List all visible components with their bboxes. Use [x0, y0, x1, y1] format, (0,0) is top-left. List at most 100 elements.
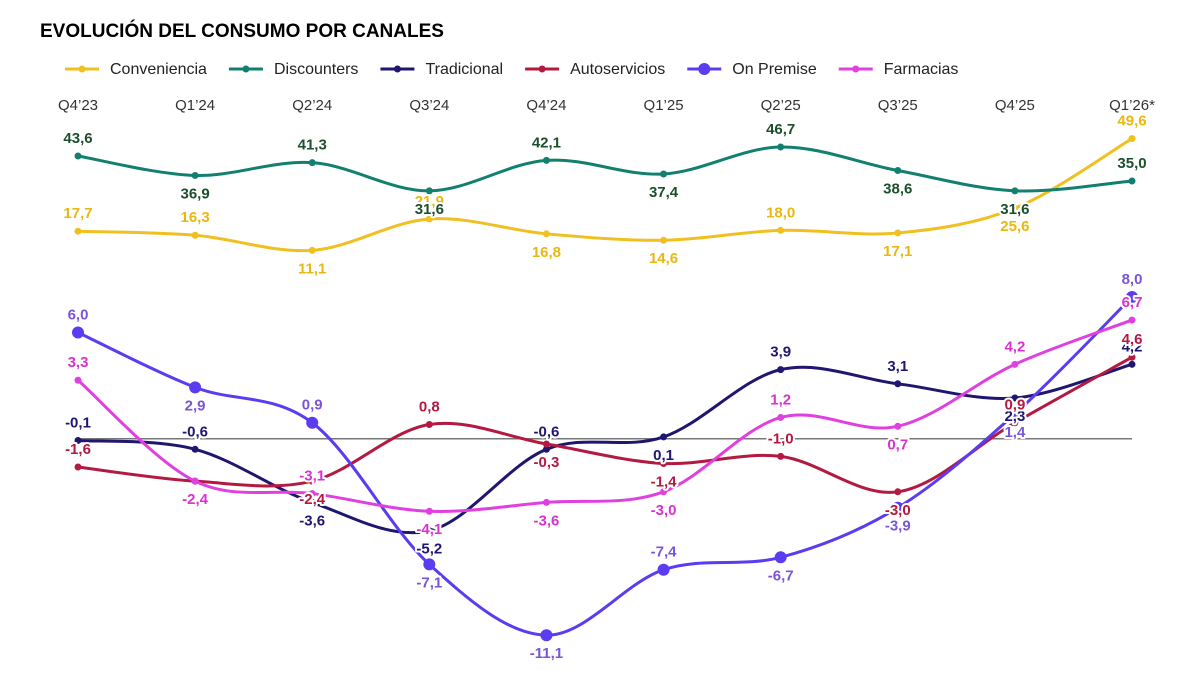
- data-point: [425, 507, 433, 515]
- data-point: [1011, 204, 1019, 212]
- data-point: [74, 227, 82, 235]
- value-label: -2,4: [299, 491, 326, 508]
- data-point: [74, 376, 82, 384]
- legend-marker: [242, 65, 250, 73]
- value-label: 35,0: [1117, 155, 1146, 172]
- value-label: 6,7: [1122, 294, 1143, 311]
- series-line: [77, 145, 1133, 193]
- x-tick-label: Q1’24: [175, 97, 215, 114]
- legend-marker: [393, 65, 401, 73]
- data-point: [777, 143, 785, 151]
- value-label: 36,9: [181, 185, 210, 202]
- value-label: 4,2: [1122, 338, 1143, 355]
- value-label: -2,4: [182, 491, 209, 508]
- data-point: [894, 488, 902, 496]
- data-point: [660, 433, 668, 441]
- value-label: 0,7: [887, 436, 908, 453]
- data-point: [660, 459, 668, 467]
- value-label: -3,1: [299, 468, 325, 485]
- data-point: [542, 230, 550, 238]
- value-label: -0,3: [534, 454, 560, 471]
- data-point: [189, 381, 202, 394]
- data-point: [1011, 187, 1019, 195]
- series-line: [77, 355, 1133, 494]
- value-label: -3,0: [885, 502, 911, 519]
- value-label: 16,3: [181, 209, 210, 226]
- value-label: 16,8: [532, 244, 561, 261]
- value-label: -0,6: [182, 423, 208, 440]
- value-label: 8,0: [1122, 271, 1143, 288]
- value-label: 11,1: [298, 260, 326, 277]
- data-point: [308, 159, 316, 167]
- value-label: 21,9: [415, 193, 444, 210]
- data-point: [540, 629, 553, 642]
- data-point: [660, 488, 668, 496]
- data-point: [542, 498, 550, 506]
- data-point: [191, 445, 199, 453]
- data-point: [1128, 135, 1136, 143]
- legend-marker: [78, 65, 86, 73]
- x-tick-label: Q3’24: [409, 97, 449, 114]
- data-point: [891, 501, 904, 514]
- data-point: [191, 231, 199, 239]
- x-tick-label: Q2’25: [761, 97, 801, 114]
- value-label: 4,6: [1122, 331, 1143, 348]
- series-line: [77, 137, 1133, 253]
- value-label: 2,3: [1004, 408, 1025, 425]
- data-point: [425, 187, 433, 195]
- value-label: -0,1: [65, 414, 91, 431]
- data-point: [72, 326, 84, 339]
- x-tick-label: Q1’25: [644, 97, 684, 114]
- data-point: [660, 170, 668, 178]
- data-point: [1128, 316, 1136, 324]
- x-tick-label: Q4’25: [995, 97, 1035, 114]
- value-label: 42,1: [532, 134, 561, 151]
- data-point: [308, 490, 316, 498]
- series-line: [77, 295, 1134, 637]
- value-label: -5,2: [416, 541, 442, 558]
- value-label: -3,6: [534, 512, 560, 529]
- value-label: -0,6: [534, 423, 560, 440]
- data-point: [542, 156, 550, 164]
- data-point: [894, 422, 902, 430]
- value-label: 25,6: [1000, 218, 1029, 235]
- value-label: 4,2: [1004, 338, 1025, 355]
- data-point: [191, 171, 199, 179]
- data-point: [660, 236, 668, 244]
- data-point: [777, 366, 785, 374]
- legend-label: Tradicional: [425, 61, 503, 78]
- legend-marker: [538, 65, 546, 73]
- data-point: [894, 229, 902, 237]
- value-label: 31,6: [1000, 201, 1029, 218]
- data-point: [542, 440, 550, 448]
- value-label: 14,6: [649, 250, 678, 267]
- value-label: -1,6: [65, 441, 91, 458]
- value-label: -11,1: [530, 645, 563, 662]
- data-point: [1128, 177, 1136, 185]
- data-point: [306, 416, 319, 429]
- data-point: [777, 413, 785, 421]
- value-label: 0,9: [1004, 397, 1025, 414]
- value-label: -2,4: [182, 491, 209, 508]
- data-point: [308, 477, 316, 485]
- value-label: 43,6: [63, 130, 92, 147]
- data-point: [425, 421, 433, 429]
- value-label: 1,4: [1004, 424, 1026, 441]
- series-line: [77, 318, 1133, 513]
- value-label: -1,4: [651, 473, 678, 490]
- value-label: -1,0: [768, 430, 794, 447]
- value-label: -3,0: [651, 502, 677, 519]
- data-point: [74, 463, 82, 471]
- data-point: [1008, 407, 1021, 420]
- data-point: [423, 558, 436, 571]
- legend-marker: [852, 65, 860, 73]
- value-label: 46,7: [766, 121, 795, 138]
- value-label: 3,9: [770, 344, 791, 361]
- legend-label: Conveniencia: [110, 61, 207, 78]
- data-point: [425, 215, 433, 223]
- value-label: 38,6: [883, 180, 912, 197]
- legend-label: On Premise: [732, 61, 817, 78]
- data-point: [74, 152, 82, 160]
- data-point: [1011, 394, 1019, 402]
